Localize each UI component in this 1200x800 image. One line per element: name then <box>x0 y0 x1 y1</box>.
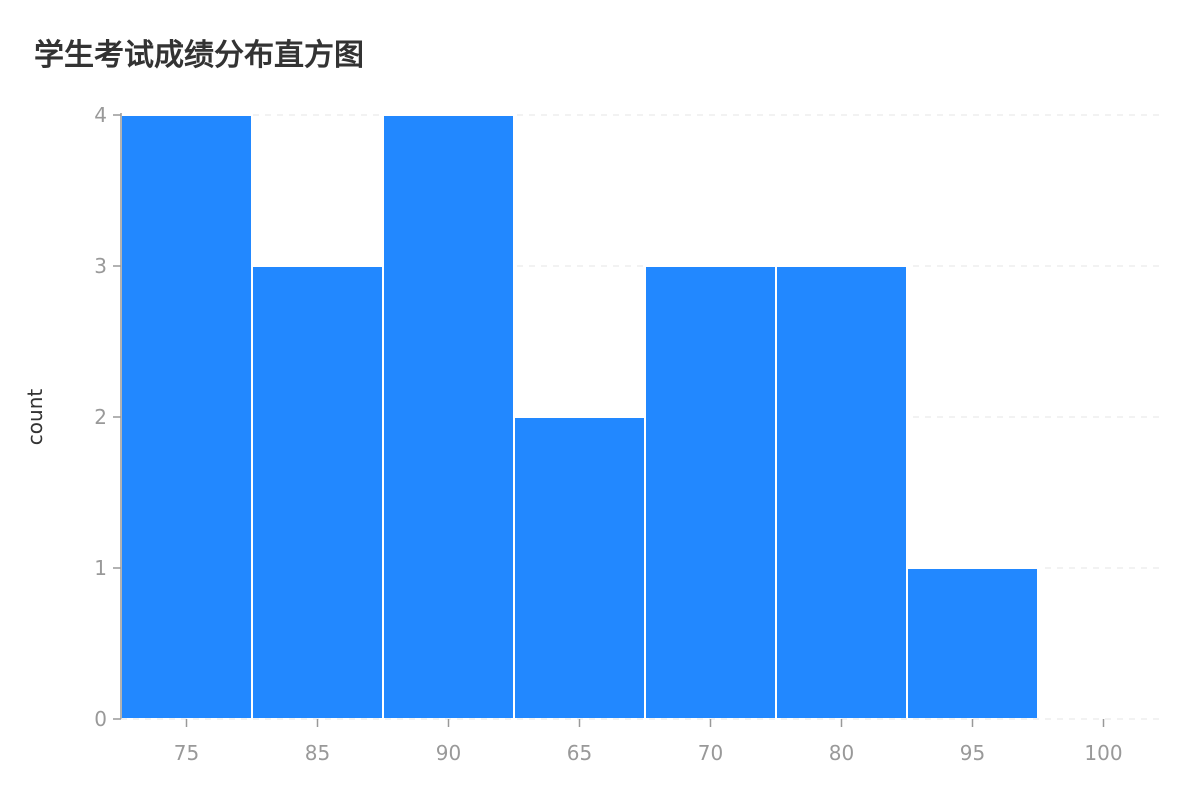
x-tick-label-4: 70 <box>698 741 723 765</box>
axis-layer: 0 1 2 3 4 75 85 90 65 70 80 95 100 <box>94 103 1165 765</box>
x-tick-label-5: 80 <box>829 741 854 765</box>
bar-75 <box>120 114 253 720</box>
x-tick-label-2: 90 <box>436 741 461 765</box>
bar-70 <box>644 265 777 720</box>
x-tick-label-0: 75 <box>174 741 199 765</box>
bar-95 <box>906 567 1039 720</box>
bars-layer <box>120 114 1039 720</box>
bar-65 <box>513 416 646 720</box>
x-tick-label-6: 95 <box>960 741 985 765</box>
bar-90 <box>382 114 515 720</box>
y-tick-label-2: 2 <box>94 405 107 429</box>
bar-85 <box>251 265 384 720</box>
chart-title: 学生考试成绩分布直方图 <box>34 38 364 73</box>
x-tick-label-7: 100 <box>1084 741 1122 765</box>
y-tick-label-3: 3 <box>94 254 107 278</box>
x-tick-label-3: 65 <box>567 741 592 765</box>
y-axis-label: count <box>23 389 47 446</box>
y-tick-label-1: 1 <box>94 556 107 580</box>
y-tick-label-4: 4 <box>94 103 107 127</box>
bar-80 <box>775 265 908 720</box>
x-tick-label-1: 85 <box>305 741 330 765</box>
y-tick-label-0: 0 <box>94 707 107 731</box>
